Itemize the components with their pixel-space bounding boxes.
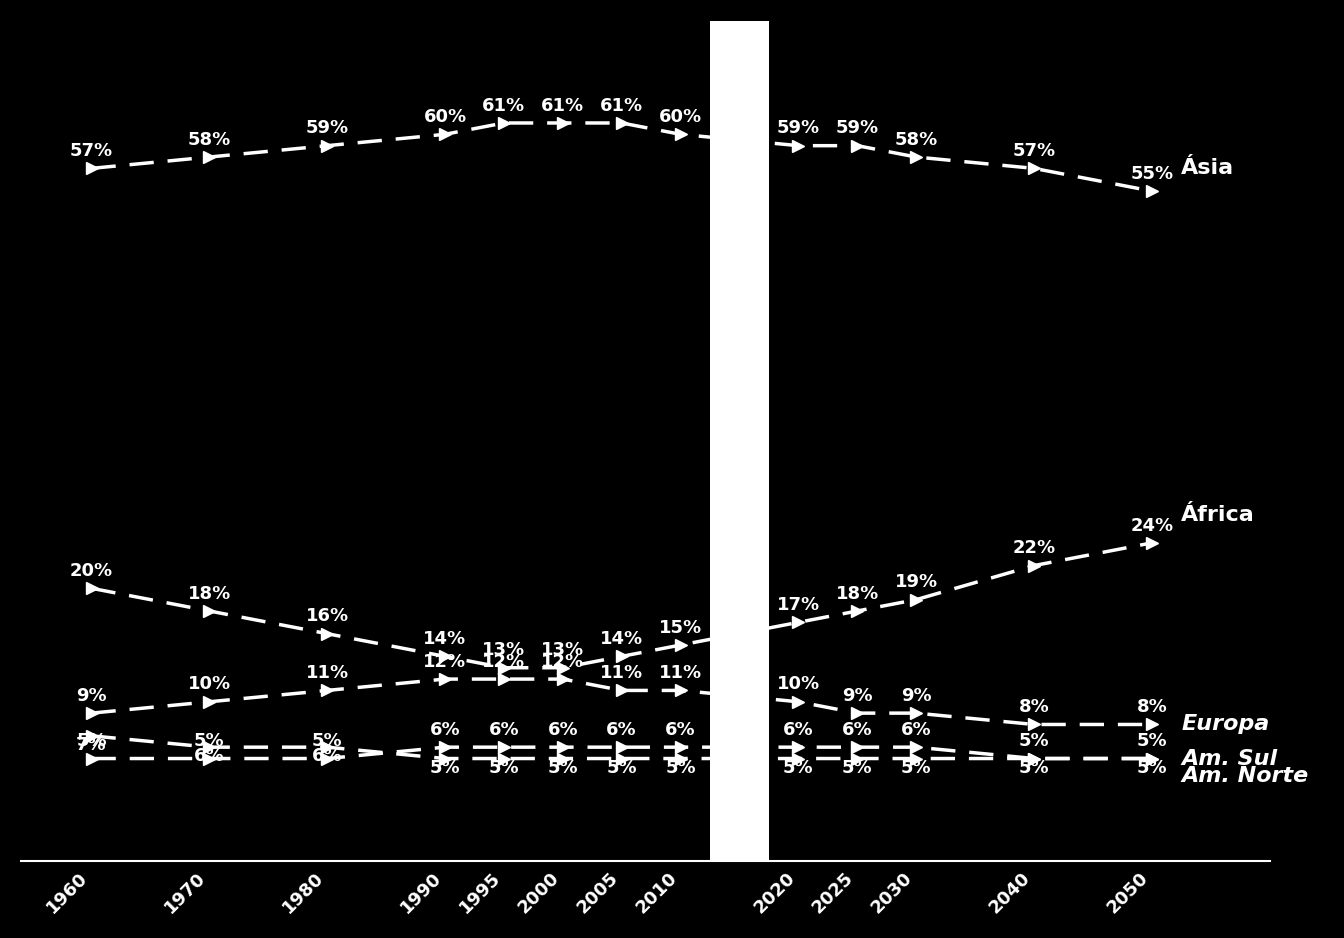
Text: 6%: 6% — [547, 720, 578, 739]
Text: 11%: 11% — [305, 664, 348, 682]
Text: 60%: 60% — [423, 108, 466, 126]
Text: 13%: 13% — [542, 642, 585, 659]
Text: 5%: 5% — [606, 759, 637, 777]
Text: 59%: 59% — [305, 119, 348, 137]
Text: 55%: 55% — [1130, 165, 1173, 183]
Text: 24%: 24% — [1130, 517, 1173, 535]
Text: 5%: 5% — [1019, 733, 1050, 750]
Bar — [710, 0, 769, 938]
Text: 5%: 5% — [665, 759, 696, 777]
Text: 5%: 5% — [194, 733, 224, 750]
Text: 6%: 6% — [488, 720, 519, 739]
Text: 6%: 6% — [430, 720, 460, 739]
Text: 61%: 61% — [601, 97, 644, 114]
Text: 16%: 16% — [305, 607, 348, 626]
Text: Am. Norte: Am. Norte — [1181, 765, 1309, 785]
Text: 9%: 9% — [900, 687, 931, 704]
Text: 61%: 61% — [542, 97, 585, 114]
Text: 58%: 58% — [188, 130, 231, 149]
Text: 6%: 6% — [841, 720, 872, 739]
Text: 11%: 11% — [601, 664, 644, 682]
Text: 18%: 18% — [188, 584, 231, 602]
Text: 17%: 17% — [777, 596, 820, 614]
Text: 6%: 6% — [606, 720, 637, 739]
Text: 15%: 15% — [659, 619, 702, 637]
Text: 7%: 7% — [77, 736, 106, 754]
Text: 12%: 12% — [423, 653, 466, 671]
Text: 11%: 11% — [659, 664, 702, 682]
Text: 60%: 60% — [659, 108, 702, 126]
Text: 9%: 9% — [77, 687, 106, 704]
Text: 5%: 5% — [1137, 759, 1167, 777]
Text: 57%: 57% — [1012, 142, 1055, 160]
Text: 5%: 5% — [841, 759, 872, 777]
Text: 5%: 5% — [488, 759, 519, 777]
Text: 5%: 5% — [430, 759, 460, 777]
Text: 59%: 59% — [777, 119, 820, 137]
Text: Am. Sul: Am. Sul — [1181, 749, 1277, 768]
Text: 5%: 5% — [312, 733, 343, 750]
Text: 10%: 10% — [777, 675, 820, 693]
Text: 18%: 18% — [836, 584, 879, 602]
Text: 6%: 6% — [312, 748, 343, 765]
Text: Europa: Europa — [1181, 715, 1270, 734]
Text: 5%: 5% — [77, 733, 106, 750]
Text: 8%: 8% — [1019, 698, 1050, 716]
Text: 19%: 19% — [895, 573, 938, 591]
Text: 5%: 5% — [784, 759, 813, 777]
Text: 5%: 5% — [547, 759, 578, 777]
Text: 5%: 5% — [1137, 733, 1167, 750]
Text: 20%: 20% — [70, 562, 113, 580]
Text: 14%: 14% — [423, 630, 466, 648]
Text: 58%: 58% — [895, 130, 938, 149]
Text: 6%: 6% — [900, 720, 931, 739]
Text: 5%: 5% — [900, 759, 931, 777]
Text: 5%: 5% — [1019, 759, 1050, 777]
Text: 61%: 61% — [482, 97, 526, 114]
Text: 22%: 22% — [1012, 539, 1055, 557]
Text: 57%: 57% — [70, 142, 113, 160]
Text: 13%: 13% — [482, 642, 526, 659]
Text: 59%: 59% — [836, 119, 879, 137]
Text: 12%: 12% — [542, 653, 585, 671]
Text: África: África — [1181, 505, 1255, 524]
Text: 14%: 14% — [601, 630, 644, 648]
Text: Ásia: Ásia — [1181, 159, 1234, 178]
Text: 12%: 12% — [482, 653, 526, 671]
Text: 9%: 9% — [841, 687, 872, 704]
Text: 10%: 10% — [188, 675, 231, 693]
Text: 6%: 6% — [665, 720, 696, 739]
Text: 6%: 6% — [784, 720, 813, 739]
Text: 6%: 6% — [194, 748, 224, 765]
Text: 8%: 8% — [1137, 698, 1167, 716]
